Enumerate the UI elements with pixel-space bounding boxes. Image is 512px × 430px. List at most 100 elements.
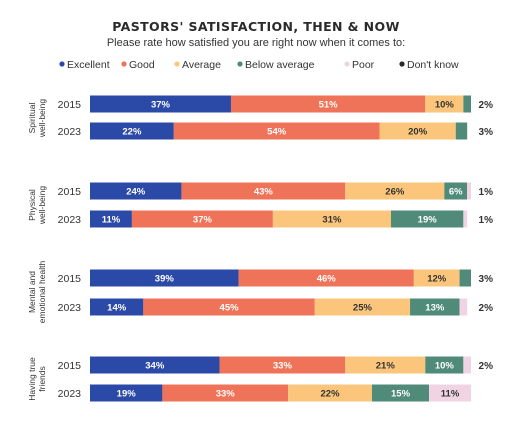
bar-segment: [90, 95, 231, 113]
year-label: 2015: [58, 186, 82, 198]
bar-segment: [219, 356, 346, 374]
bar-segment: [425, 95, 464, 113]
bar-segment: [288, 384, 372, 402]
bar-segment: [459, 269, 471, 287]
chart-title: PASTORS' SATISFACTION, THEN & NOW: [112, 19, 400, 34]
outside-label: 2%: [479, 100, 494, 111]
data-label: 46%: [317, 274, 337, 285]
bar-segment: [345, 356, 426, 374]
bar-segment: [455, 122, 468, 140]
data-label: 12%: [427, 274, 447, 285]
bar-segment: [90, 210, 132, 228]
bar-segment: [162, 384, 289, 402]
legend-dot: [121, 61, 127, 67]
data-label: 11%: [102, 215, 121, 226]
data-label: 20%: [408, 127, 428, 138]
bar-segment: [390, 210, 464, 228]
data-label: 37%: [151, 100, 171, 111]
legend-label: Excellent: [67, 59, 110, 71]
data-label: 22%: [321, 389, 341, 400]
data-label: 19%: [418, 215, 438, 226]
outside-label: 3%: [479, 274, 494, 285]
legend-label: Don't know: [407, 59, 459, 71]
bar-segment: [131, 210, 273, 228]
bar-segment: [410, 298, 460, 316]
data-label: 13%: [425, 303, 445, 314]
bar-segment: [379, 122, 456, 140]
bar-segment: [90, 384, 163, 402]
bar-segment: [238, 269, 414, 287]
chart-subtitle: Please rate how satisfied you are right …: [107, 37, 405, 49]
legend-dot: [344, 61, 350, 67]
data-label: 11%: [441, 389, 460, 400]
data-label: 10%: [435, 361, 455, 372]
outside-label: 2%: [479, 303, 494, 314]
year-label: 2023: [58, 302, 82, 314]
data-label: 33%: [216, 389, 236, 400]
bar-segment: [413, 269, 460, 287]
plot-area: Spiritualwell-being 2015 37% 51% 10% 2% 2023 22…: [27, 95, 494, 402]
outside-label: 1%: [479, 187, 494, 198]
legend-label: Good: [129, 59, 155, 71]
year-label: 2023: [58, 214, 82, 226]
bar-segment: [345, 182, 445, 200]
data-label: 43%: [254, 187, 274, 198]
legend-dot: [399, 61, 405, 67]
bar-segment: [90, 269, 239, 287]
legend-label: Poor: [352, 59, 375, 71]
data-label: 33%: [273, 361, 293, 372]
outside-label: 2%: [479, 361, 494, 372]
bar-segment: [90, 182, 182, 200]
bar-segment: [444, 182, 468, 200]
category-label: Having truefriends: [27, 357, 47, 401]
data-label: 37%: [193, 215, 213, 226]
legend-label: Below average: [245, 59, 315, 71]
bar-segment: [314, 298, 411, 316]
data-label: 10%: [435, 100, 455, 111]
data-label: 39%: [155, 274, 175, 285]
data-label: 31%: [322, 215, 342, 226]
category-label: Physicalwell-being: [27, 186, 47, 226]
outside-label: 3%: [479, 127, 494, 138]
bar-segment: [272, 210, 391, 228]
data-label: 19%: [117, 389, 137, 400]
data-label: 26%: [385, 187, 405, 198]
legend-dot: [174, 61, 180, 67]
bar-segment: [90, 356, 220, 374]
bar-segment: [90, 298, 144, 316]
data-label: 54%: [267, 127, 287, 138]
year-label: 2015: [58, 273, 82, 285]
legend-dot: [237, 61, 243, 67]
bar-segment: [425, 356, 464, 374]
bar-segment: [173, 122, 380, 140]
data-label: 22%: [122, 127, 142, 138]
legend-dot: [59, 61, 65, 67]
category-label: Mental andemotional health: [27, 261, 47, 324]
category-label: Spiritualwell-being: [27, 99, 47, 139]
year-label: 2015: [58, 360, 82, 372]
bar-segment: [230, 95, 426, 113]
year-label: 2023: [58, 388, 82, 400]
data-label: 45%: [220, 303, 240, 314]
year-label: 2023: [58, 126, 82, 138]
bar-segment: [463, 356, 471, 374]
bar-segment: [463, 210, 468, 228]
bar-segment: [467, 182, 471, 200]
data-label: 6%: [449, 187, 463, 198]
data-label: 21%: [376, 361, 396, 372]
bar-segment: [463, 95, 471, 113]
data-label: 14%: [107, 303, 127, 314]
bar-segment: [143, 298, 315, 316]
data-label: 34%: [145, 361, 165, 372]
bar-segment: [371, 384, 430, 402]
legend-label: Average: [182, 59, 221, 71]
data-label: 15%: [391, 389, 411, 400]
bar-segment: [90, 122, 174, 140]
data-label: 51%: [319, 100, 339, 111]
bar-segment: [459, 298, 468, 316]
data-label: 25%: [353, 303, 373, 314]
outside-label: 1%: [479, 215, 494, 226]
year-label: 2015: [58, 99, 82, 111]
bar-segment: [181, 182, 346, 200]
